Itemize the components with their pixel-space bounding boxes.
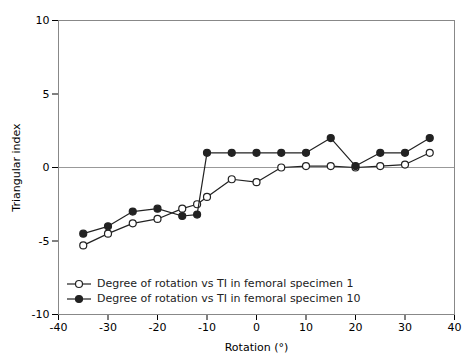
svg-text:-20: -20 (149, 321, 167, 334)
svg-text:40: 40 (448, 321, 462, 334)
svg-text:30: 30 (398, 321, 412, 334)
svg-text:-5: -5 (39, 235, 50, 248)
html-text:Degree of rotation vs TI in fe: Degree of rotation vs TI in femoral spec… (97, 277, 354, 290)
svg-text:0: 0 (253, 321, 260, 334)
svg-text:-10: -10 (198, 321, 216, 334)
html-text:Degree of rotation vs TI in fe: Degree of rotation vs TI in femoral spec… (97, 292, 361, 305)
svg-text:Rotation (°): Rotation (°) (225, 341, 289, 354)
svg-text:10: 10 (299, 321, 313, 334)
svg-text:-10: -10 (32, 308, 50, 321)
svg-text:20: 20 (349, 321, 363, 334)
svg-text:-40: -40 (50, 321, 68, 334)
svg-text:10: 10 (36, 14, 50, 27)
svg-text:Triangular index: Triangular index (10, 123, 23, 213)
svg-text:5: 5 (43, 88, 50, 101)
svg-text:0: 0 (43, 161, 50, 174)
svg-text:-30: -30 (99, 321, 117, 334)
